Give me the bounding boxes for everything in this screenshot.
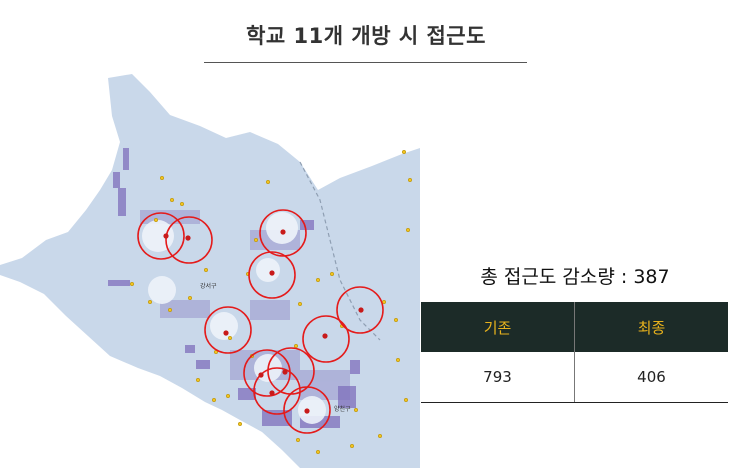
map-land bbox=[0, 74, 420, 468]
title-divider bbox=[204, 62, 527, 63]
table-header-row: 기존 최종 bbox=[421, 302, 728, 352]
page-title: 학교 11개 개방 시 접근도 bbox=[246, 24, 486, 48]
value-original: 793 bbox=[421, 352, 575, 403]
total-reduction-summary: 총 접근도 감소량 : 387 bbox=[480, 266, 670, 288]
district-label-gangseo: 강서구 bbox=[200, 282, 217, 290]
header-final: 최종 bbox=[574, 302, 728, 352]
accessibility-map: 강서구 양천구 bbox=[0, 74, 420, 468]
value-final: 406 bbox=[574, 352, 728, 403]
accessibility-table: 기존 최종 793 406 bbox=[421, 302, 728, 403]
table-row: 793 406 bbox=[421, 352, 728, 403]
header-original: 기존 bbox=[421, 302, 575, 352]
district-label-yangcheon: 양천구 bbox=[334, 405, 351, 413]
